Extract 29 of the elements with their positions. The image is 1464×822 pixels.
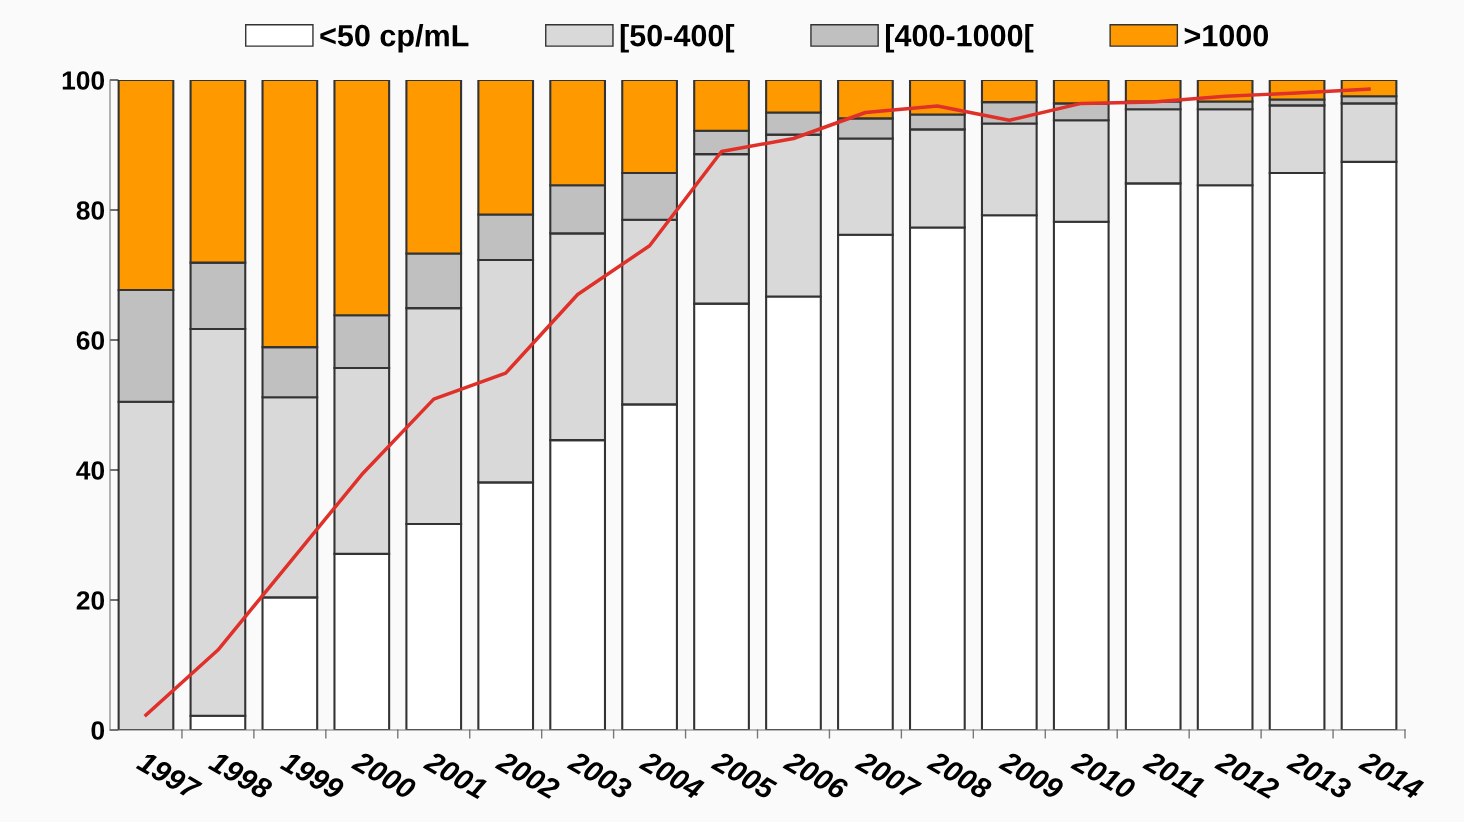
x-tick-label: 2011 [1142,749,1206,799]
x-tick-label: 1999 [279,750,346,801]
y-tick-label: 60 [76,331,105,350]
line-series [144,87,1371,717]
legend-label: >1000 [1184,24,1269,47]
legend-label: [50-400[ [620,24,735,53]
x-tick-label: 2000 [350,749,418,801]
x-tick-label: 2001 [422,749,489,800]
x-tick-label: 1997 [135,750,203,802]
x-tick-label: 2009 [998,749,1065,801]
legend-label: <50 cp/mL [320,24,469,53]
legend-label: [400-1000[ [885,24,1034,53]
y-tick-label: 80 [76,201,105,220]
y-tick-label: 20 [76,591,105,610]
x-tick-label: 2002 [494,749,562,801]
y-tick-label: 100 [62,71,105,90]
x-tick-label: 2003 [566,749,634,801]
x-tick-label: 2008 [926,749,994,801]
x-tick-label: 2006 [782,749,850,801]
y-tick-label: 40 [76,461,105,480]
x-tick-label: 2012 [1214,749,1281,801]
x-tick-label: 2007 [854,749,923,802]
x-tick-label: 2010 [1070,749,1137,801]
x-tick-label: 2005 [710,749,778,801]
x-tick-label: 2014 [1357,749,1425,801]
x-tick-label: 1998 [207,750,274,801]
y-tick-label: 0 [91,721,105,740]
x-tick-label: 2004 [638,749,705,801]
x-tick-label: 2013 [1285,749,1353,801]
